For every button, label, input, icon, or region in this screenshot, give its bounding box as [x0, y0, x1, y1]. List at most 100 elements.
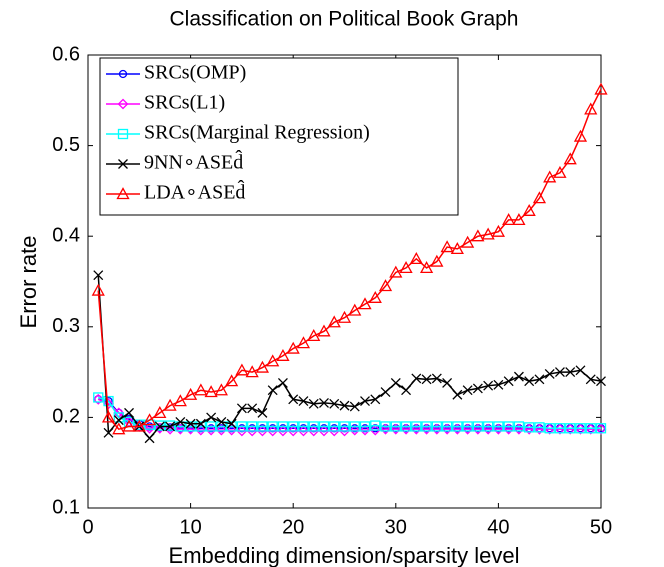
data-point	[318, 425, 330, 437]
legend-label: SRCs(L1)	[144, 92, 225, 114]
data-point	[585, 374, 596, 385]
data-point	[328, 425, 340, 437]
data-point	[440, 240, 454, 253]
legend-label: SRCs(OMP)	[144, 62, 246, 84]
data-point	[472, 421, 484, 432]
data-point	[288, 421, 299, 432]
data-point	[462, 423, 474, 435]
data-point	[296, 336, 311, 349]
data-point	[278, 424, 288, 433]
data-point	[173, 394, 187, 407]
data-point	[472, 423, 484, 435]
data-point	[369, 424, 381, 436]
legend-label: SRCs(Marginal Regression)	[144, 122, 370, 144]
data-point	[339, 421, 350, 432]
data-point	[483, 380, 494, 391]
data-point	[132, 419, 146, 432]
data-point	[380, 423, 391, 435]
data-point	[318, 421, 330, 432]
y-tick-label: 0.1	[52, 496, 80, 518]
data-point	[277, 421, 289, 432]
data-point	[144, 433, 155, 444]
data-point	[286, 341, 300, 354]
data-point	[206, 412, 217, 423]
data-point	[532, 191, 547, 204]
data-point	[471, 229, 485, 242]
data-point	[340, 424, 349, 433]
data-point	[441, 421, 453, 432]
data-point	[534, 374, 545, 385]
data-point	[215, 424, 227, 436]
data-point	[584, 102, 598, 115]
data-point	[411, 373, 422, 384]
data-point	[349, 401, 360, 412]
data-point	[319, 424, 329, 433]
data-point	[513, 421, 525, 432]
data-point	[257, 407, 268, 418]
data-point	[339, 425, 350, 437]
x-tick-label: 0	[82, 516, 93, 538]
data-point	[154, 421, 165, 432]
data-point	[493, 379, 504, 390]
data-point	[503, 376, 514, 387]
data-point	[399, 261, 413, 274]
data-point	[431, 373, 442, 384]
data-point	[543, 170, 557, 183]
y-tick-label: 0.5	[52, 134, 80, 156]
data-point	[248, 424, 257, 433]
chart-title: Classification on Political Book Graph	[169, 8, 518, 31]
data-point	[419, 261, 434, 274]
data-point	[154, 420, 165, 431]
data-point	[175, 416, 186, 427]
data-point	[309, 424, 318, 433]
data-point	[124, 407, 134, 418]
y-tick-label: 0.6	[52, 43, 80, 65]
data-point	[472, 383, 483, 394]
data-point	[185, 418, 196, 429]
data-point	[257, 425, 268, 437]
data-point	[235, 363, 249, 376]
data-point	[174, 423, 186, 435]
data-point	[380, 387, 391, 397]
data-point	[194, 383, 208, 396]
data-point	[524, 376, 535, 387]
x-tick-label: 30	[385, 516, 407, 538]
data-point	[339, 400, 350, 411]
data-point	[298, 421, 309, 432]
data-point	[554, 423, 566, 434]
data-point	[236, 425, 248, 437]
data-point	[524, 422, 535, 433]
data-point	[421, 423, 432, 435]
data-point	[277, 425, 289, 437]
data-point	[216, 416, 227, 427]
data-point	[482, 421, 494, 432]
data-point	[401, 385, 412, 396]
data-point	[277, 378, 288, 388]
data-point	[563, 152, 577, 165]
legend-marker	[117, 128, 129, 140]
data-point	[492, 423, 504, 435]
data-point	[267, 385, 278, 396]
data-point	[431, 421, 442, 432]
data-point	[330, 424, 339, 433]
data-point	[493, 421, 504, 432]
data-point	[390, 423, 402, 435]
data-point	[389, 265, 403, 278]
data-point	[91, 283, 105, 296]
data-point	[289, 424, 298, 433]
data-point	[327, 315, 341, 328]
data-point	[226, 424, 238, 436]
data-point	[380, 421, 391, 432]
data-point	[442, 378, 453, 388]
data-point	[502, 213, 516, 226]
data-point	[247, 421, 258, 432]
data-point	[451, 423, 463, 435]
x-tick-label: 20	[282, 516, 304, 538]
data-point	[266, 354, 280, 367]
data-point	[122, 419, 136, 432]
data-point	[349, 421, 360, 432]
data-point	[288, 394, 299, 405]
data-point	[348, 303, 362, 316]
data-point	[267, 425, 279, 437]
